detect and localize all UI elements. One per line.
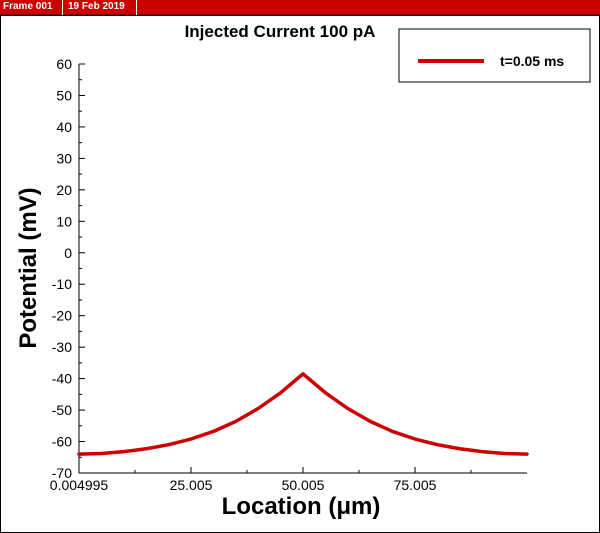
legend-frame: [398, 28, 591, 83]
y-tick-label: 60: [56, 56, 72, 72]
y-tick-label: 30: [56, 150, 72, 166]
y-axis-ticks: 60 50 40 30 20 10 0 -10 -20 -30 -40 -50 -60 -70: [52, 56, 85, 481]
x-axis-title: Location (μm): [222, 493, 381, 520]
legend-label-series-0: t=0.05 ms: [500, 53, 564, 69]
y-tick-label: 40: [56, 119, 72, 135]
legend-box: t=0.05 ms: [398, 28, 591, 83]
frame-header-bar: Frame 001 19 Feb 2019: [0, 0, 600, 15]
frame-label: Frame 001: [3, 1, 53, 12]
x-tick-label: 0.004995: [50, 477, 109, 493]
x-tick-label: 50.005: [282, 477, 325, 493]
x-tick-label: 25.005: [170, 477, 213, 493]
y-tick-label: -30: [52, 339, 72, 355]
y-axis-title: Potential (mV): [15, 187, 42, 348]
x-axis-ticks: 0.004995 25.005 50.005 75.005: [50, 467, 472, 493]
y-tick-label: -40: [52, 371, 72, 387]
y-tick-label: -60: [52, 434, 72, 450]
chart-title: Injected Current 100 pA: [185, 22, 376, 41]
x-tick-label: 75.005: [394, 477, 437, 493]
frame-separator: [62, 0, 63, 15]
y-tick-label: 20: [56, 182, 72, 198]
y-tick-label: -20: [52, 308, 72, 324]
frame-date: 19 Feb 2019: [68, 1, 125, 12]
y-tick-label: -10: [52, 276, 72, 292]
y-tick-label: 10: [56, 213, 72, 229]
y-tick-label: 0: [64, 245, 72, 261]
y-tick-label: -50: [52, 402, 72, 418]
y-tick-label: 50: [56, 87, 72, 103]
frame-separator: [136, 0, 137, 15]
y-tick-label: -70: [52, 465, 72, 481]
series-layer: [77, 372, 529, 456]
series-line-0: [77, 372, 529, 456]
